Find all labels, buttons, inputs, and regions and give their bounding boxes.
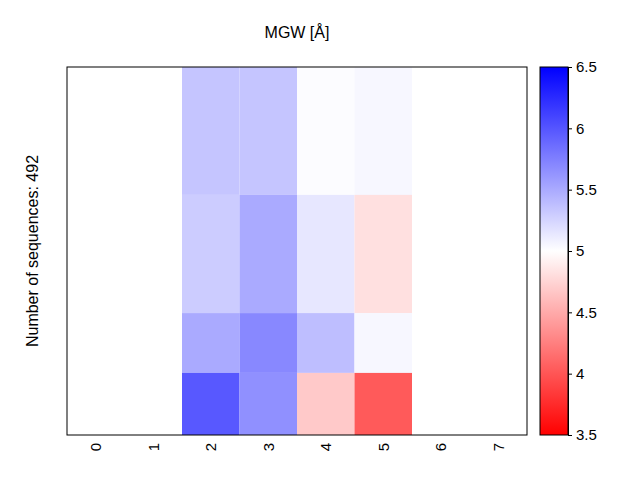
colorbar-tick-mark	[568, 67, 572, 68]
heat-cell	[297, 313, 355, 373]
colorbar-tick-label: 4	[576, 365, 584, 382]
heat-cell	[297, 195, 355, 313]
colorbar-tick-label: 6	[576, 120, 584, 137]
plot-frame	[67, 67, 527, 435]
x-tick-label: 6	[432, 443, 449, 451]
colorbar-tick: 6	[568, 120, 584, 137]
colorbar-tick-mark	[568, 374, 572, 375]
x-tick-label: 3	[260, 443, 277, 451]
x-tick: 7	[490, 435, 507, 451]
x-tick: 4	[317, 435, 334, 451]
heat-cell	[182, 373, 240, 435]
x-tick: 0	[87, 435, 104, 451]
colorbar-tick-mark	[568, 435, 572, 436]
colorbar-tick-mark	[568, 251, 572, 252]
heat-cell	[240, 373, 298, 435]
colorbar	[540, 67, 568, 435]
colorbar-tick-mark	[568, 128, 572, 129]
colorbar-tick-label: 4.5	[576, 304, 597, 321]
heat-cell	[240, 195, 298, 313]
x-axis: 0 1 2 3 4 5 6 7	[68, 435, 528, 451]
colorbar-tick-label: 3.5	[576, 426, 597, 443]
colorbar-tick: 5.5	[568, 181, 597, 198]
colorbar-tick-label: 5.5	[576, 181, 597, 198]
heat-cell	[240, 313, 298, 373]
x-tick-label: 4	[317, 443, 334, 451]
heat-cell	[355, 195, 413, 313]
x-tick: 1	[145, 435, 162, 451]
x-tick: 3	[260, 435, 277, 451]
colorbar-tick: 6.5	[568, 58, 597, 75]
heat-cell	[182, 67, 240, 195]
cells	[182, 67, 412, 435]
colorbar-axis-line	[569, 68, 573, 436]
heat-cell	[297, 67, 355, 195]
colorbar-tick-label: 5	[576, 242, 584, 259]
heat-cell	[355, 373, 413, 435]
x-tick-label: 2	[202, 443, 219, 451]
heat-cell	[182, 313, 240, 373]
heat-cell	[297, 373, 355, 435]
colorbar-tick: 4	[568, 365, 584, 382]
x-tick: 5	[375, 435, 392, 451]
x-axis-line	[68, 435, 528, 436]
colorbar-tick-mark	[568, 190, 572, 191]
heat-cell	[355, 313, 413, 373]
heat-cell	[240, 67, 298, 195]
y-axis-title: Number of sequences: 492	[24, 155, 41, 347]
heat-cell	[182, 195, 240, 313]
colorbar-tick: 4.5	[568, 304, 597, 321]
x-tick-label: 7	[490, 443, 507, 451]
colorbar-tick: 5	[568, 242, 584, 259]
x-tick: 6	[432, 435, 449, 451]
colorbar-tick: 3.5	[568, 426, 597, 443]
colorbar-axis: 3.5 4 4.5 5 5.5 6 6.5	[568, 58, 597, 443]
x-tick-label: 5	[375, 443, 392, 451]
colorbar-tick-mark	[568, 312, 572, 313]
colorbar-tick-label: 6.5	[576, 58, 597, 75]
heat-cell	[355, 67, 413, 195]
title: MGW [Å]	[265, 23, 330, 41]
x-tick-label: 1	[145, 443, 162, 451]
x-tick: 2	[202, 435, 219, 451]
x-tick-label: 0	[87, 443, 104, 451]
